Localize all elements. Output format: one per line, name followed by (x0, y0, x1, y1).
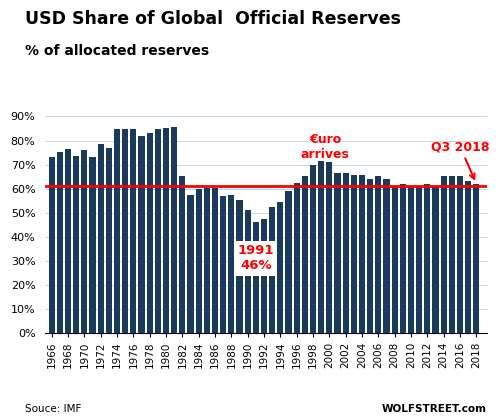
Bar (440, 176, 446, 333)
Bar (309, 165, 316, 333)
Bar (179, 176, 185, 333)
Text: WOLFSTREET.com: WOLFSTREET.com (381, 404, 486, 414)
Bar (122, 129, 128, 333)
Text: USD Share of Global  Official Reserves: USD Share of Global Official Reserves (25, 10, 400, 28)
Bar (146, 133, 152, 333)
Bar (383, 179, 389, 333)
Bar (130, 129, 136, 333)
Bar (163, 128, 169, 333)
Bar (65, 149, 71, 333)
Bar (448, 176, 454, 333)
Bar (114, 129, 120, 333)
Bar (138, 136, 144, 333)
Bar (261, 219, 267, 333)
Bar (350, 175, 356, 333)
Bar (73, 156, 79, 333)
Text: Souce: IMF: Souce: IMF (25, 404, 81, 414)
Bar (375, 176, 381, 333)
Bar (464, 181, 470, 333)
Bar (326, 162, 332, 333)
Bar (81, 150, 87, 333)
Bar (342, 173, 348, 333)
Bar (472, 184, 478, 333)
Text: Q3 2018: Q3 2018 (430, 140, 488, 179)
Bar (220, 196, 226, 333)
Bar (171, 127, 177, 333)
Bar (366, 179, 372, 333)
Bar (391, 186, 397, 333)
Bar (358, 175, 364, 333)
Bar (277, 202, 283, 333)
Bar (423, 184, 429, 333)
Bar (415, 186, 421, 333)
Text: €uro
arrives: €uro arrives (300, 133, 349, 161)
Bar (106, 148, 112, 333)
Bar (293, 183, 299, 333)
Bar (285, 191, 291, 333)
Bar (431, 186, 438, 333)
Bar (49, 156, 55, 333)
Bar (301, 176, 307, 333)
Bar (253, 222, 259, 333)
Bar (187, 195, 193, 333)
Bar (154, 129, 161, 333)
Bar (89, 156, 95, 333)
Bar (211, 188, 217, 333)
Bar (228, 195, 234, 333)
Bar (456, 176, 462, 333)
Bar (407, 186, 413, 333)
Bar (399, 184, 405, 333)
Bar (244, 210, 250, 333)
Bar (318, 161, 324, 333)
Bar (195, 189, 201, 333)
Bar (269, 207, 275, 333)
Text: 1991
46%: 1991 46% (237, 244, 274, 272)
Bar (98, 144, 104, 333)
Bar (334, 173, 340, 333)
Bar (203, 188, 209, 333)
Bar (57, 152, 63, 333)
Bar (236, 200, 242, 333)
Text: % of allocated reserves: % of allocated reserves (25, 44, 209, 58)
